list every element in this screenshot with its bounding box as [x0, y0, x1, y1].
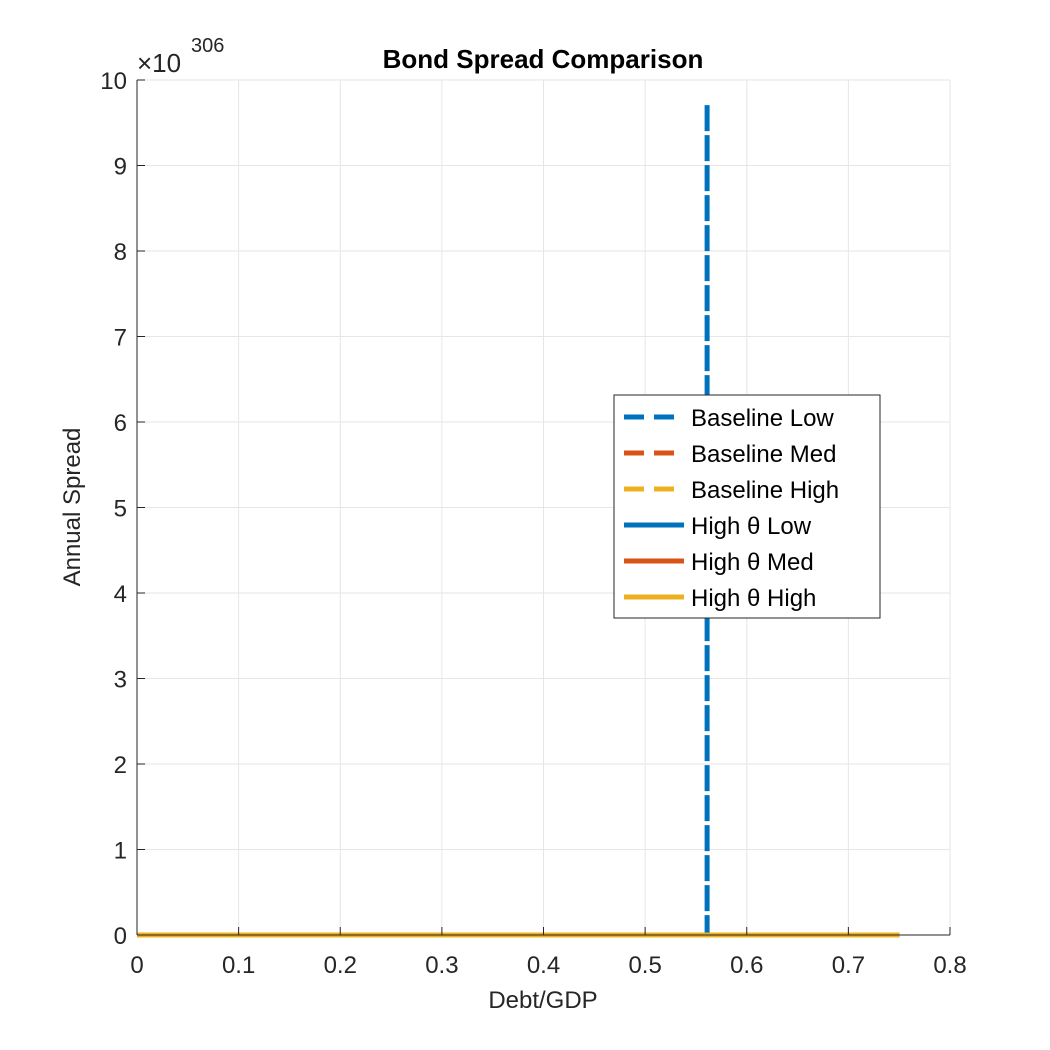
x-tick-label: 0 — [130, 952, 143, 979]
x-tick-label: 0.8 — [933, 952, 966, 979]
legend-label-3: Baseline High — [691, 477, 839, 504]
ticks-layer: 0 0.1 0.2 0.3 0.4 0.5 0.6 0.7 0.8 0 1 2 3 4 5 6 7 8 9 10 — [100, 68, 966, 979]
y-tick-label: 6 — [114, 410, 127, 437]
y-tick-label: 7 — [114, 325, 127, 352]
y-tick-label: 8 — [114, 239, 127, 266]
legend-label-2: Baseline Med — [691, 441, 836, 468]
legend-box — [613, 394, 881, 619]
y-tick-label: 9 — [114, 154, 127, 181]
chart-title: Bond Spread Comparison — [383, 44, 704, 74]
x-tick-label: 0.3 — [425, 952, 458, 979]
x-tick-label: 0.6 — [730, 952, 763, 979]
x-tick-label: 0.5 — [628, 952, 661, 979]
legend-label-5: High θ Med — [691, 549, 814, 576]
legend-label-4: High θ Low — [691, 513, 812, 540]
y-exponent-power: 306 — [191, 35, 224, 57]
x-tick-label: 0.4 — [527, 952, 560, 979]
y-exponent-label: ×10 306 — [137, 35, 224, 78]
y-axis-label: Annual Spread — [59, 428, 86, 587]
legend-label-6: High θ High — [691, 585, 816, 612]
y-tick-label: 3 — [114, 667, 127, 694]
x-tick-label: 0.1 — [222, 952, 255, 979]
y-tick-label: 2 — [114, 752, 127, 779]
x-tick-label: 0.7 — [832, 952, 865, 979]
y-tick-label: 10 — [100, 68, 127, 95]
legend: Baseline Low Baseline Med Baseline High Hig… — [613, 394, 881, 619]
y-tick-label: 0 — [114, 923, 127, 950]
x-tick-label: 0.2 — [324, 952, 357, 979]
y-tick-label: 4 — [114, 581, 127, 608]
y-tick-label: 5 — [114, 496, 127, 523]
legend-label-1: Baseline Low — [691, 405, 834, 432]
y-tick-label: 1 — [114, 838, 127, 865]
y-exponent-base: ×10 — [137, 48, 181, 78]
x-axis-label: Debt/GDP — [488, 987, 597, 1014]
